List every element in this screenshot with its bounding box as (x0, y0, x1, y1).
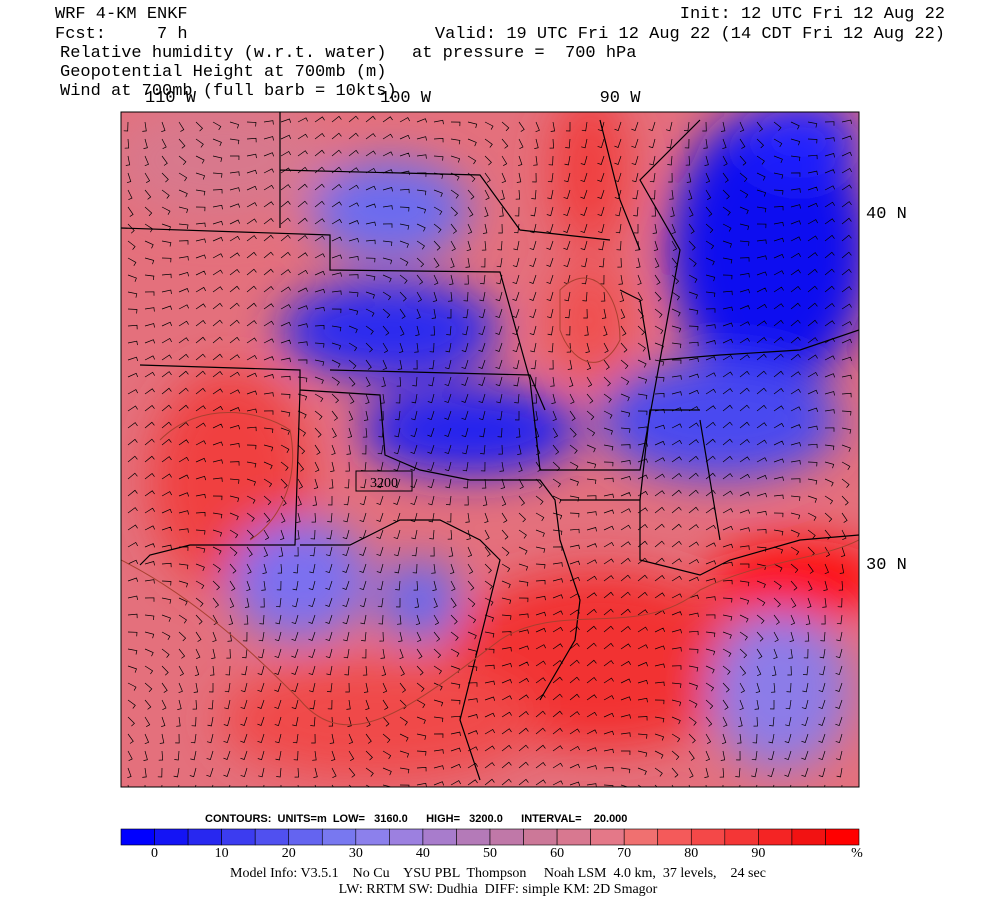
colorbar-swatch (657, 828, 692, 846)
colorbar-swatch (523, 828, 558, 846)
height-contours (121, 277, 859, 726)
colorbar: 0 10 20 30 40 50 60 70 80 90% (120, 828, 863, 861)
colorbar-swatch (422, 828, 457, 846)
colorbar-swatch (389, 828, 424, 846)
longitude-label: 110 W (145, 89, 197, 108)
colorbar-label: 90 (751, 846, 765, 861)
field-label: Wind at 700mb (full barb = 10kts) (60, 82, 397, 101)
init-time: Init: 12 UTC Fri 12 Aug 22 (680, 5, 945, 24)
pressure-label: at pressure = 700 hPa (412, 44, 636, 63)
longitude-label: 90 W (600, 89, 642, 108)
colorbar-label: 10 (215, 846, 229, 861)
colorbar-label: 80 (684, 846, 698, 861)
colorbar-swatch (758, 828, 793, 846)
colorbar-swatch (489, 828, 524, 846)
wind-barbs (123, 115, 853, 787)
colorbar-swatch (154, 828, 189, 846)
colorbar-label: % (851, 846, 863, 861)
longitude-label: 100 W (380, 89, 432, 108)
latitude-label: 30 N (866, 556, 907, 575)
colorbar-swatch (690, 828, 726, 846)
state-borders (121, 112, 859, 781)
latitude-label: 40 N (866, 205, 907, 224)
colorbar-swatch (254, 828, 290, 846)
colorbar-label: 50 (483, 846, 497, 861)
colorbar-label: 0 (151, 846, 158, 861)
colorbar-swatch (623, 828, 659, 846)
colorbar-label: 30 (349, 846, 363, 861)
field-label: Geopotential Height at 700mb (m) (60, 63, 386, 82)
colorbar-swatch (590, 828, 625, 846)
valid-time: Valid: 19 UTC Fri 12 Aug 22 (14 CDT Fri … (435, 25, 945, 44)
colorbar-label: 60 (550, 846, 564, 861)
map-frame (120, 111, 860, 788)
contour-label: 3200 (370, 476, 398, 491)
colorbar-swatch (187, 828, 222, 846)
colorbar-swatch (120, 828, 155, 846)
colorbar-swatch (355, 828, 390, 846)
colorbar-swatch (321, 828, 357, 846)
colorbar-label: 20 (282, 846, 296, 861)
model-title: WRF 4-KM ENKF (55, 5, 188, 24)
colorbar-swatch (825, 828, 860, 846)
colorbar-swatch (556, 828, 591, 846)
colorbar-label: 70 (617, 846, 631, 861)
colorbar-swatch (221, 828, 256, 846)
contour-info: CONTOURS: UNITS=m LOW= 3160.0 HIGH= 3200… (205, 813, 627, 825)
contour-label-box (355, 470, 413, 492)
map (121, 112, 859, 787)
colorbar-swatch (724, 828, 759, 846)
forecast-hour: Fcst: 7 h (55, 25, 188, 44)
field-label: Relative humidity (w.r.t. water) (60, 44, 386, 63)
colorbar-label: 40 (416, 846, 430, 861)
colorbar-swatch (456, 828, 491, 846)
colorbar-swatch (791, 828, 826, 846)
model-info: Model Info: V3.5.1 No Cu YSU PBL Thompso… (230, 866, 766, 881)
wind-barb (123, 115, 853, 787)
colorbar-swatch (288, 828, 323, 846)
physics-info: LW: RRTM SW: Dudhia DIFF: simple KM: 2D … (339, 882, 658, 897)
